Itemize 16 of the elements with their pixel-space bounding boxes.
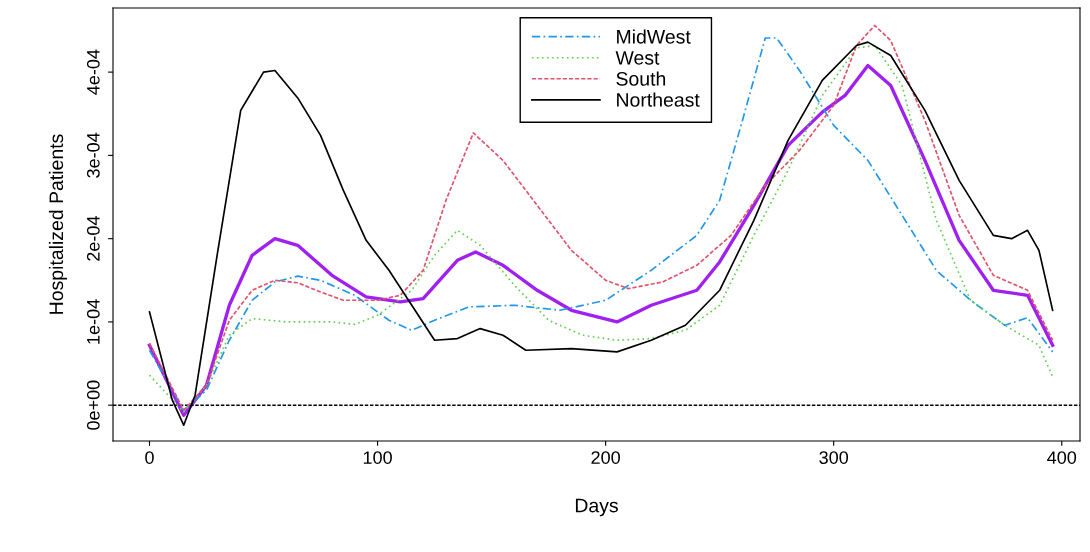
x-tick-label: 300 — [819, 451, 849, 464]
x-axis-title: Days — [575, 498, 618, 517]
x-tick-label: 200 — [591, 451, 620, 464]
y-axis-title: Hospitalized Patients — [48, 134, 67, 314]
x-tick-label: 0 — [145, 451, 154, 464]
y-tick-label: 4e-04 — [86, 49, 100, 95]
y-tick-label: 0e+00 — [86, 380, 100, 430]
legend-label: South — [616, 71, 666, 86]
legend-label: MidWest — [617, 29, 691, 44]
y-tick-label: 1e-04 — [86, 299, 100, 344]
x-tick-label: 100 — [363, 451, 392, 464]
legend-label: Northeast — [617, 92, 700, 107]
y-tick-label: 2e-04 — [86, 216, 100, 261]
x-tick-label: 400 — [1047, 451, 1077, 464]
legend-label: West — [615, 51, 660, 65]
y-tick-label: 3e-04 — [86, 132, 100, 178]
